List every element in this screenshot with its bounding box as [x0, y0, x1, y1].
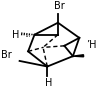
Text: Br: Br — [1, 50, 12, 60]
Text: H: H — [45, 78, 52, 88]
Text: H: H — [12, 30, 20, 40]
Text: ,,,: ,,, — [26, 32, 32, 37]
Polygon shape — [73, 55, 84, 57]
Text: Br: Br — [54, 1, 64, 11]
Text: ’H: ’H — [86, 40, 96, 50]
